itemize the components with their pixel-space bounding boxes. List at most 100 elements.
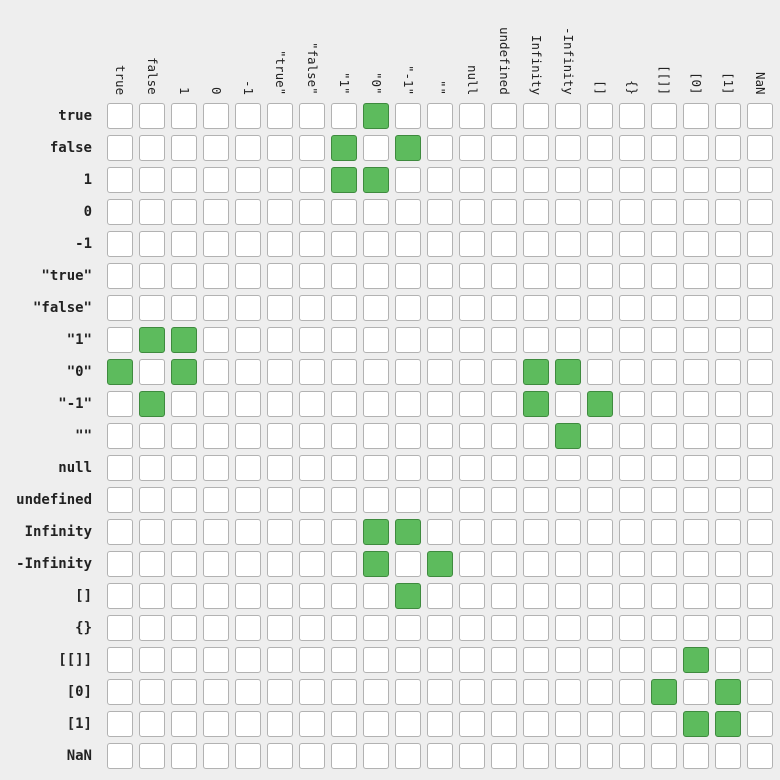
cell-not-equal (715, 519, 741, 545)
cell-not-equal (683, 679, 709, 705)
cell-not-equal (715, 327, 741, 353)
cell-not-equal (427, 103, 453, 129)
cell-not-equal (363, 391, 389, 417)
cell-not-equal (683, 519, 709, 545)
cell-not-equal (523, 263, 549, 289)
cell-not-equal (459, 103, 485, 129)
cell-equal (331, 167, 357, 193)
cell-not-equal (139, 423, 165, 449)
cell-not-equal (715, 551, 741, 577)
cell-not-equal (427, 231, 453, 257)
cell-not-equal (619, 391, 645, 417)
cell-not-equal (299, 679, 325, 705)
cell-not-equal (139, 135, 165, 161)
cell-not-equal (683, 327, 709, 353)
row-label: "0" (0, 357, 92, 387)
cell-equal (363, 519, 389, 545)
cell-not-equal (747, 615, 773, 641)
cell-not-equal (555, 103, 581, 129)
cell-not-equal (107, 679, 133, 705)
cell-not-equal (267, 519, 293, 545)
cell-not-equal (523, 615, 549, 641)
row-label: "true" (0, 261, 92, 291)
cell-not-equal (235, 263, 261, 289)
cell-not-equal (427, 583, 453, 609)
cell-not-equal (491, 199, 517, 225)
cell-not-equal (747, 391, 773, 417)
cell-not-equal (555, 487, 581, 513)
cell-not-equal (587, 103, 613, 129)
cell-not-equal (299, 583, 325, 609)
cell-not-equal (363, 135, 389, 161)
cell-not-equal (747, 327, 773, 353)
cell-equal (171, 327, 197, 353)
cell-not-equal (363, 455, 389, 481)
cell-not-equal (747, 455, 773, 481)
row-label: "-1" (0, 389, 92, 419)
cell-not-equal (651, 103, 677, 129)
cell-not-equal (491, 135, 517, 161)
cell-not-equal (267, 359, 293, 385)
cell-not-equal (587, 167, 613, 193)
cell-not-equal (139, 743, 165, 769)
cell-not-equal (555, 455, 581, 481)
cell-not-equal (459, 647, 485, 673)
cell-not-equal (363, 487, 389, 513)
cell-not-equal (107, 647, 133, 673)
cell-not-equal (491, 295, 517, 321)
row-label: undefined (0, 485, 92, 515)
cell-not-equal (619, 359, 645, 385)
cell-not-equal (171, 391, 197, 417)
cell-not-equal (747, 167, 773, 193)
cell-not-equal (715, 583, 741, 609)
cell-not-equal (299, 103, 325, 129)
cell-not-equal (203, 647, 229, 673)
column-label: {} (617, 80, 647, 95)
cell-not-equal (491, 583, 517, 609)
cell-not-equal (651, 519, 677, 545)
cell-not-equal (715, 455, 741, 481)
cell-not-equal (683, 615, 709, 641)
cell-not-equal (107, 327, 133, 353)
cell-not-equal (715, 487, 741, 513)
cell-not-equal (331, 711, 357, 737)
cell-not-equal (523, 455, 549, 481)
cell-not-equal (523, 519, 549, 545)
cell-not-equal (555, 583, 581, 609)
cell-not-equal (363, 199, 389, 225)
cell-not-equal (139, 583, 165, 609)
cell-not-equal (587, 263, 613, 289)
cell-not-equal (715, 743, 741, 769)
column-label: "-1" (393, 65, 423, 95)
cell-not-equal (395, 423, 421, 449)
row-label: 1 (0, 165, 92, 195)
cell-not-equal (491, 423, 517, 449)
cell-not-equal (427, 199, 453, 225)
cell-not-equal (267, 391, 293, 417)
cell-not-equal (587, 711, 613, 737)
cell-not-equal (107, 455, 133, 481)
cell-equal (363, 167, 389, 193)
row-label: [0] (0, 677, 92, 707)
cell-not-equal (427, 135, 453, 161)
cell-not-equal (523, 743, 549, 769)
cell-not-equal (747, 423, 773, 449)
column-label: -1 (233, 80, 263, 95)
cell-not-equal (715, 199, 741, 225)
cell-not-equal (139, 615, 165, 641)
cell-not-equal (171, 295, 197, 321)
cell-not-equal (171, 743, 197, 769)
row-label: Infinity (0, 517, 92, 547)
cell-not-equal (395, 615, 421, 641)
cell-not-equal (747, 103, 773, 129)
cell-not-equal (395, 327, 421, 353)
cell-not-equal (587, 135, 613, 161)
row-label: "" (0, 421, 92, 451)
cell-not-equal (715, 135, 741, 161)
cell-not-equal (235, 135, 261, 161)
cell-not-equal (555, 263, 581, 289)
cell-not-equal (619, 423, 645, 449)
cell-not-equal (715, 391, 741, 417)
cell-not-equal (651, 359, 677, 385)
cell-not-equal (747, 199, 773, 225)
